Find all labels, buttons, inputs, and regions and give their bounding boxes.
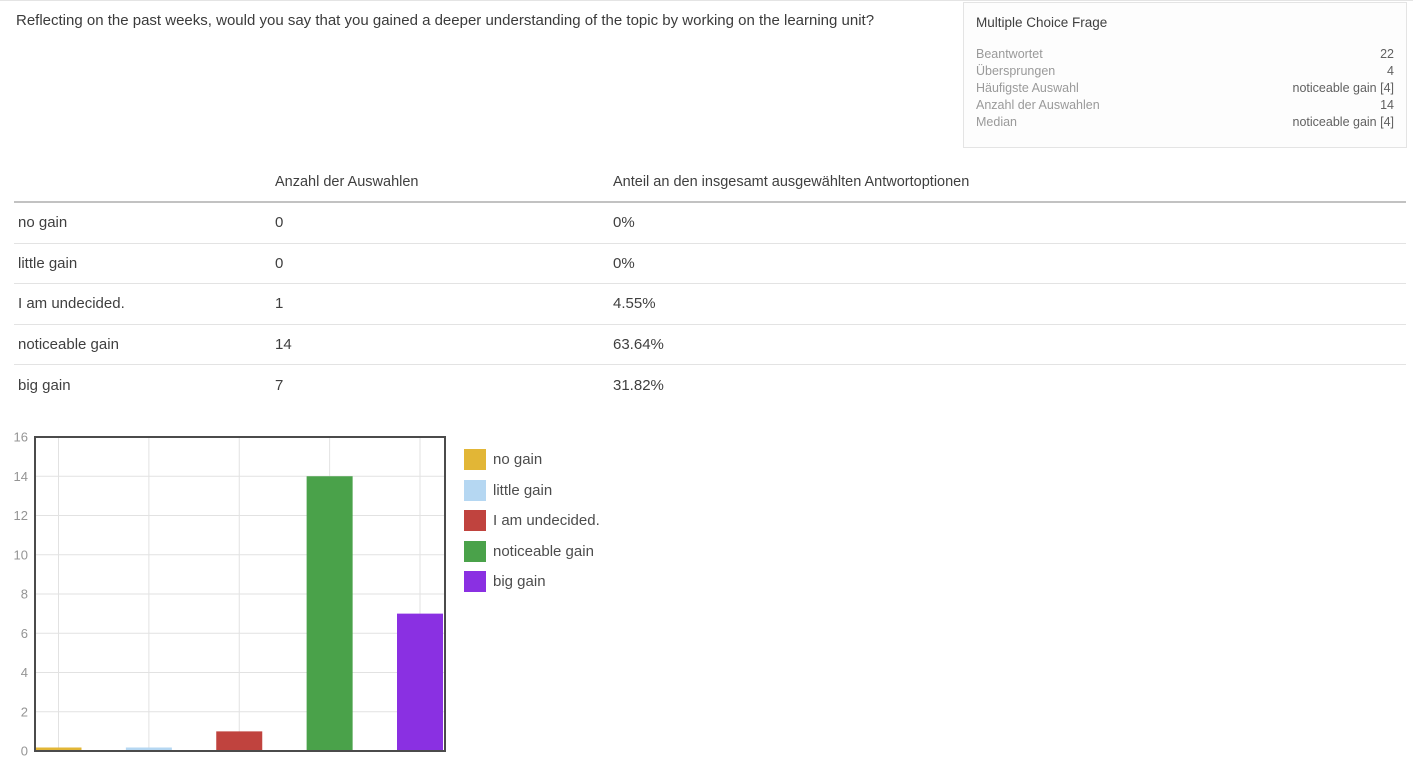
y-axis-label: 6 xyxy=(21,626,28,641)
cell-option-label: big gain xyxy=(18,376,71,394)
table-header-row: Anzahl der Auswahlen Anteil an den insge… xyxy=(14,162,1406,203)
y-axis-label: 14 xyxy=(14,469,28,484)
bar-noticeable-gain[interactable] xyxy=(306,476,353,751)
bar-little-gain[interactable] xyxy=(125,747,172,752)
table-row: I am undecided. 1 4.55% xyxy=(14,284,1406,325)
legend-swatch xyxy=(464,571,486,592)
bar-big-gain[interactable] xyxy=(397,613,443,751)
y-axis-label: 10 xyxy=(14,547,28,562)
y-axis-label: 16 xyxy=(14,430,28,445)
legend-item: noticeable gain xyxy=(464,540,600,562)
y-axis-label: 2 xyxy=(21,704,28,719)
cell-option-label: no gain xyxy=(18,214,68,232)
table-row: little gain 0 0% xyxy=(14,244,1406,284)
legend-swatch xyxy=(464,510,486,531)
cell-count: 0 xyxy=(275,254,284,272)
cell-share: 0% xyxy=(613,214,635,232)
bar-no-gain[interactable] xyxy=(35,747,82,752)
stat-row-most-frequent: Häufigste Auswahl noticeable gain [4] xyxy=(976,80,1394,97)
stat-value: 22 xyxy=(1380,47,1394,61)
table-row: no gain 0 0% xyxy=(14,203,1406,244)
cell-count: 0 xyxy=(275,214,284,232)
legend-item: I am undecided. xyxy=(464,510,600,531)
stat-value: 14 xyxy=(1380,98,1394,112)
cell-share: 4.55% xyxy=(613,295,656,313)
stat-value: 4 xyxy=(1387,64,1394,78)
legend-item: no gain xyxy=(464,449,600,470)
cell-count: 7 xyxy=(275,376,284,394)
y-axis-label: 8 xyxy=(21,587,28,602)
stat-label: Beantwortet xyxy=(976,47,1043,61)
stats-panel: Multiple Choice Frage Beantwortet 22 Übe… xyxy=(963,2,1407,148)
legend-swatch xyxy=(464,449,486,470)
page-top-divider xyxy=(0,0,1413,1)
legend-label: big gain xyxy=(493,573,546,590)
stats-rows: Beantwortet 22 Übersprungen 4 Häufigste … xyxy=(976,46,1394,131)
results-table: Anzahl der Auswahlen Anteil an den insge… xyxy=(14,162,1406,406)
table-row: big gain 7 31.82% xyxy=(14,365,1406,406)
stat-row-skipped: Übersprungen 4 xyxy=(976,63,1394,80)
stat-row-answered: Beantwortet 22 xyxy=(976,46,1394,63)
legend-label: noticeable gain xyxy=(493,542,594,560)
header-count: Anzahl der Auswahlen xyxy=(275,173,419,190)
table-row: noticeable gain 14 63.64% xyxy=(14,325,1406,365)
legend-swatch xyxy=(464,479,486,501)
stat-label: Median xyxy=(976,115,1017,129)
legend-label: little gain xyxy=(493,481,553,499)
legend-swatch xyxy=(464,540,486,562)
y-axis-label: 4 xyxy=(21,665,28,680)
stat-row-median: Median noticeable gain [4] xyxy=(976,114,1394,131)
stat-value: noticeable gain [4] xyxy=(1292,115,1394,129)
legend-item: big gain xyxy=(464,571,600,592)
stat-label: Anzahl der Auswahlen xyxy=(976,98,1100,112)
stat-row-selection-count: Anzahl der Auswahlen 14 xyxy=(976,97,1394,114)
cell-count: 1 xyxy=(275,295,284,313)
cell-share: 31.82% xyxy=(613,376,664,394)
legend-label: I am undecided. xyxy=(493,512,600,529)
header-share: Anteil an den insgesamt ausgewählten Ant… xyxy=(613,173,970,190)
y-axis-label: 12 xyxy=(14,508,28,523)
cell-option-label: noticeable gain xyxy=(18,335,119,353)
cell-share: 0% xyxy=(613,254,635,272)
cell-share: 63.64% xyxy=(613,335,664,353)
chart-legend: no gain little gain I am undecided. noti… xyxy=(464,449,600,602)
stat-label: Häufigste Auswahl xyxy=(976,81,1079,95)
cell-option-label: little gain xyxy=(18,254,78,272)
bar-chart: 0 2 4 6 8 10 12 14 16 xyxy=(14,430,446,759)
stats-panel-title: Multiple Choice Frage xyxy=(976,15,1108,30)
cell-option-label: I am undecided. xyxy=(18,295,125,313)
bar-i-am-undecided[interactable] xyxy=(216,731,263,751)
y-axis-label: 0 xyxy=(21,744,28,759)
stat-label: Übersprungen xyxy=(976,64,1056,78)
cell-count: 14 xyxy=(275,335,292,353)
legend-label: no gain xyxy=(493,451,543,468)
stat-value: noticeable gain [4] xyxy=(1292,81,1394,95)
chart-frame xyxy=(34,436,446,752)
question-text: Reflecting on the past weeks, would you … xyxy=(16,12,875,29)
legend-item: little gain xyxy=(464,479,600,501)
